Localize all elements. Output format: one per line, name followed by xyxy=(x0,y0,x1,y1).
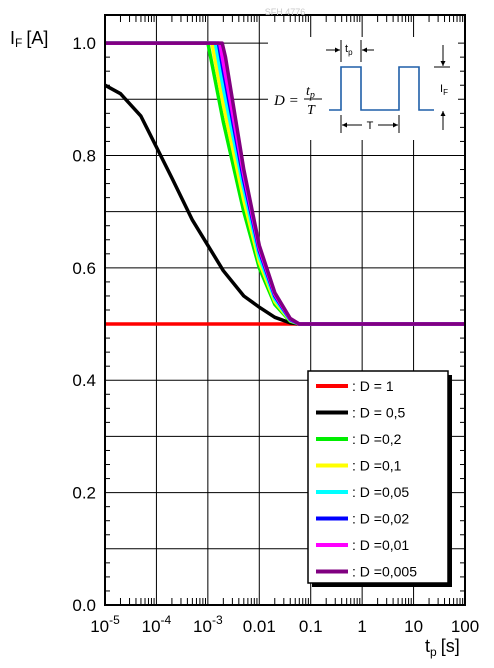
legend-box xyxy=(307,370,449,584)
series-lines xyxy=(104,41,465,326)
inset-formula-numerator: tp xyxy=(306,84,315,101)
y-tick-label: 0.4 xyxy=(72,371,96,390)
inset-background xyxy=(268,37,458,140)
x-tick-label: 0.01 xyxy=(243,617,276,636)
x-tick-label: 10-4 xyxy=(142,613,172,636)
y-tick-labels: 0.0 0.2 0.4 0.6 0.8 1.0 xyxy=(72,34,96,615)
inset-amplitude-label: IF xyxy=(440,83,448,97)
x-tick-label: 1 xyxy=(357,617,366,636)
y-axis-label-unit: [A] xyxy=(26,28,48,48)
inset-formula-denominator: T xyxy=(307,103,316,118)
inset-formula-lhs: D = xyxy=(273,93,299,109)
inset-period-label: T xyxy=(367,120,374,132)
y-tick-label: 0.8 xyxy=(72,146,96,165)
y-axis-label: IF [A] xyxy=(10,28,48,50)
y-tick-label: 1.0 xyxy=(72,34,96,53)
period-arrowhead-left xyxy=(342,122,347,128)
amp-arrowhead-top xyxy=(440,61,446,66)
legend-label: : D =0,1 xyxy=(352,458,402,474)
x-tick-label: 100 xyxy=(451,617,479,636)
x-tick-label: 10 xyxy=(404,617,423,636)
y-tick-label: 0.6 xyxy=(72,259,96,278)
x-tick-label: 10-3 xyxy=(193,613,223,636)
watermark: SFH 4776 xyxy=(265,7,306,17)
series-line xyxy=(105,41,465,326)
pulse-inset: D = tp T tp T IF xyxy=(268,37,458,140)
tp-arrowhead-left xyxy=(335,47,340,53)
legend-label: : D = 0,5 xyxy=(352,405,406,421)
inset-tp-label: tp xyxy=(345,43,353,57)
legend-label: : D =0,005 xyxy=(352,564,417,580)
x-tick-labels: 10-5 10-4 10-3 0.01 0.1 1 10 100 xyxy=(90,613,479,636)
x-tick-label: 10-5 xyxy=(90,613,120,636)
tp-arrowhead-right xyxy=(362,47,367,53)
ticks xyxy=(105,15,465,605)
x-axis-label-sub: p xyxy=(430,645,437,659)
legend-label: : D = 1 xyxy=(352,378,394,394)
legend-label: : D =0,2 xyxy=(352,431,402,447)
x-axis-label-main: t xyxy=(425,636,430,656)
y-tick-label: 0.0 xyxy=(72,596,96,615)
y-axis-label-main: I xyxy=(10,28,15,48)
y-tick-label: 0.2 xyxy=(72,484,96,503)
pulse-waveform xyxy=(329,66,434,111)
x-tick-label: 0.1 xyxy=(299,617,323,636)
x-axis-label: tp [s] xyxy=(425,636,460,659)
y-axis-label-sub: F xyxy=(15,36,22,50)
legend-label: : D =0,05 xyxy=(352,484,409,500)
amp-arrowhead-bottom xyxy=(440,111,446,116)
legend-label: : D =0,01 xyxy=(352,537,409,553)
legend: : D = 1 : D = 0,5 : D =0,2 : D =0,1 : D =0,0… xyxy=(307,370,452,587)
period-arrowhead-right xyxy=(393,122,398,128)
x-axis-label-unit: [s] xyxy=(441,636,460,656)
legend-items: : D = 1 : D = 0,5 : D =0,2 : D =0,1 : D =0,0… xyxy=(316,378,417,580)
series-line xyxy=(104,83,465,326)
legend-label: : D =0,02 xyxy=(352,511,409,527)
